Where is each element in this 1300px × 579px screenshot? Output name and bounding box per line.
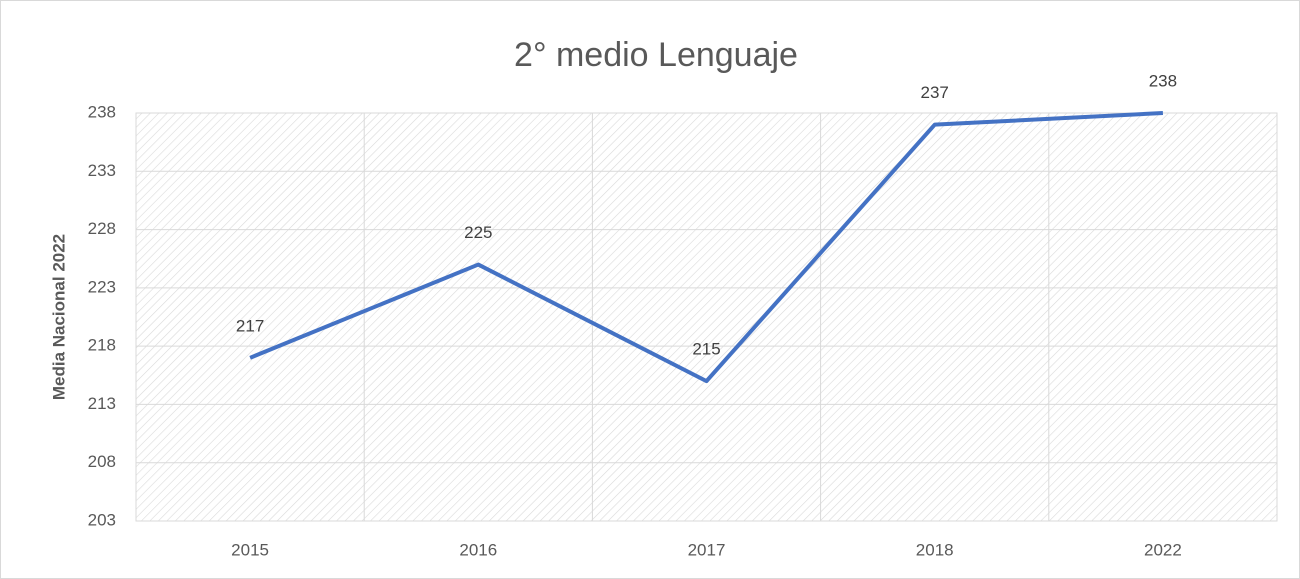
- data-label: 238: [1149, 71, 1177, 90]
- y-tick-label: 218: [88, 336, 116, 355]
- data-label: 217: [236, 316, 264, 335]
- x-tick-label: 2016: [459, 540, 497, 559]
- data-label: 237: [921, 83, 949, 102]
- y-tick-label: 228: [88, 219, 116, 238]
- data-line: [249, 111, 1164, 384]
- data-label: 225: [464, 223, 492, 242]
- y-tick-label: 213: [88, 394, 116, 413]
- chart-title: 2° medio Lenguaje: [514, 36, 798, 74]
- y-tick-label: 203: [88, 510, 116, 529]
- plot-border: [135, 112, 1278, 522]
- x-tick-label: 2017: [688, 540, 726, 559]
- x-tick-label: 2018: [916, 540, 954, 559]
- x-tick-label: 2015: [231, 540, 269, 559]
- data-label: 215: [692, 340, 720, 359]
- x-tick-label: 2022: [1144, 540, 1182, 559]
- y-tick-label: 208: [88, 452, 116, 471]
- y-axis-label: Media Nacional 2022: [49, 234, 68, 400]
- y-tick-label: 223: [88, 277, 116, 296]
- plot-area: [136, 113, 1277, 521]
- y-tick-label: 238: [88, 102, 116, 121]
- y-tick-label: 233: [88, 161, 116, 180]
